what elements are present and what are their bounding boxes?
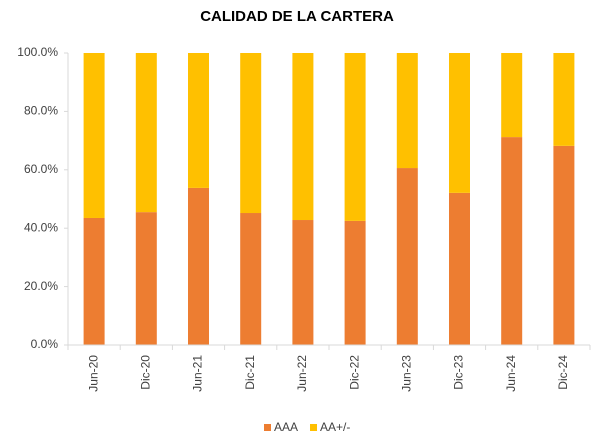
bar-segment bbox=[292, 53, 314, 221]
chart-title: CALIDAD DE LA CARTERA bbox=[200, 8, 394, 25]
x-tick-label: Jun-20 bbox=[86, 355, 100, 392]
bar-segment bbox=[344, 53, 366, 221]
x-tick-label: Dic-21 bbox=[243, 355, 257, 390]
y-tick-label: 80.0% bbox=[24, 104, 58, 118]
legend-swatch bbox=[264, 424, 271, 431]
x-tick-label: Jun-24 bbox=[504, 355, 518, 392]
y-tick-label: 40.0% bbox=[24, 220, 58, 234]
legend-label: AA+/- bbox=[320, 420, 350, 434]
y-tick-label: 20.0% bbox=[24, 279, 58, 293]
y-tick-label: 100.0% bbox=[17, 45, 58, 59]
bar-segment bbox=[292, 220, 314, 345]
bar-segment bbox=[553, 53, 575, 146]
bar-segment bbox=[135, 212, 157, 345]
x-tick-label: Jun-22 bbox=[295, 355, 309, 392]
bar-segment bbox=[501, 53, 523, 138]
x-tick-label: Jun-21 bbox=[191, 355, 205, 392]
bar-segment bbox=[240, 213, 262, 345]
bar-segment bbox=[396, 53, 418, 169]
x-tick-label: Dic-24 bbox=[556, 355, 570, 390]
bar-segment bbox=[449, 192, 470, 345]
y-tick-label: 60.0% bbox=[24, 162, 58, 176]
bar-segment bbox=[240, 53, 262, 214]
bar-segment bbox=[344, 220, 366, 345]
bar-segment bbox=[449, 53, 470, 193]
bar-segment bbox=[396, 168, 418, 345]
x-tick-label: Dic-23 bbox=[452, 355, 466, 390]
bar-segment bbox=[135, 53, 157, 213]
x-tick-label: Jun-23 bbox=[399, 355, 413, 392]
x-tick-label: Dic-20 bbox=[138, 355, 152, 390]
x-tick-label: Dic-22 bbox=[347, 355, 361, 390]
bar-segment bbox=[501, 137, 523, 345]
bar-segment bbox=[188, 187, 209, 345]
bar-segment bbox=[83, 217, 105, 345]
bar-segment bbox=[553, 145, 575, 345]
bar-segment bbox=[188, 53, 209, 188]
y-tick-label: 0.0% bbox=[31, 337, 59, 351]
bar-segment bbox=[83, 53, 105, 218]
legend-swatch bbox=[310, 424, 318, 431]
legend-label: AAA bbox=[274, 420, 298, 434]
